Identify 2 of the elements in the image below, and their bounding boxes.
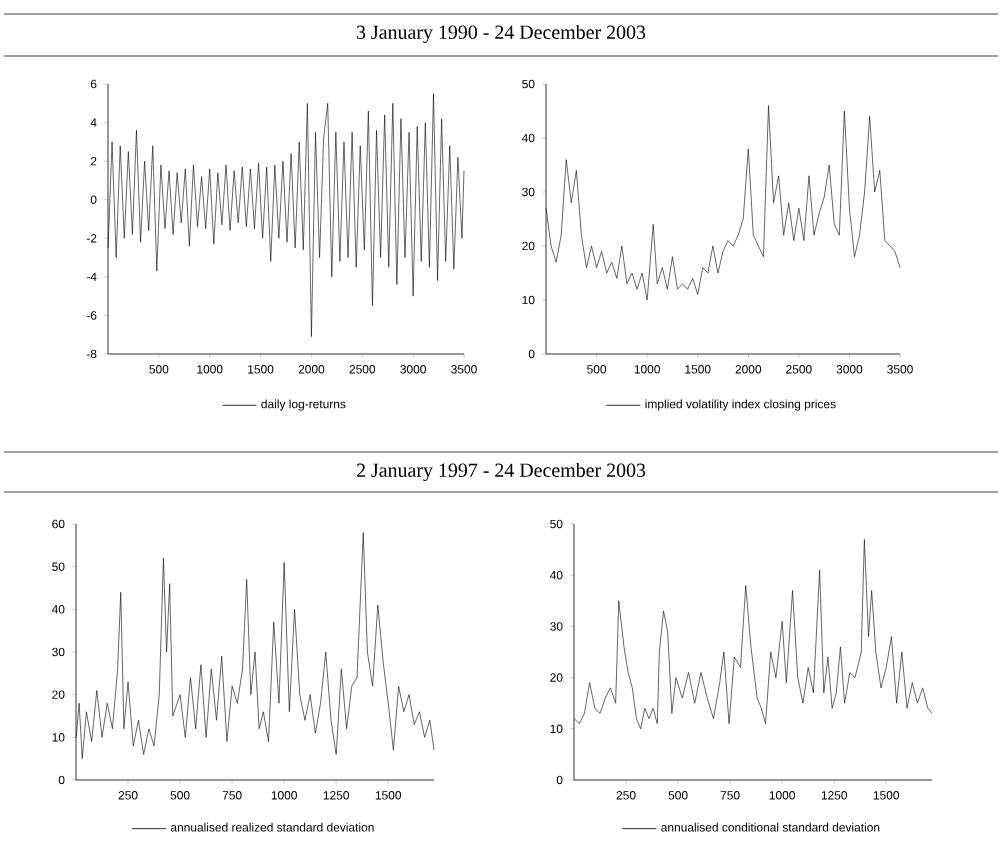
chart-title: 3 January 1990 - 24 December 2003 (356, 24, 646, 44)
text: 2 January 1997 - 24 December 2003 (356, 462, 646, 482)
